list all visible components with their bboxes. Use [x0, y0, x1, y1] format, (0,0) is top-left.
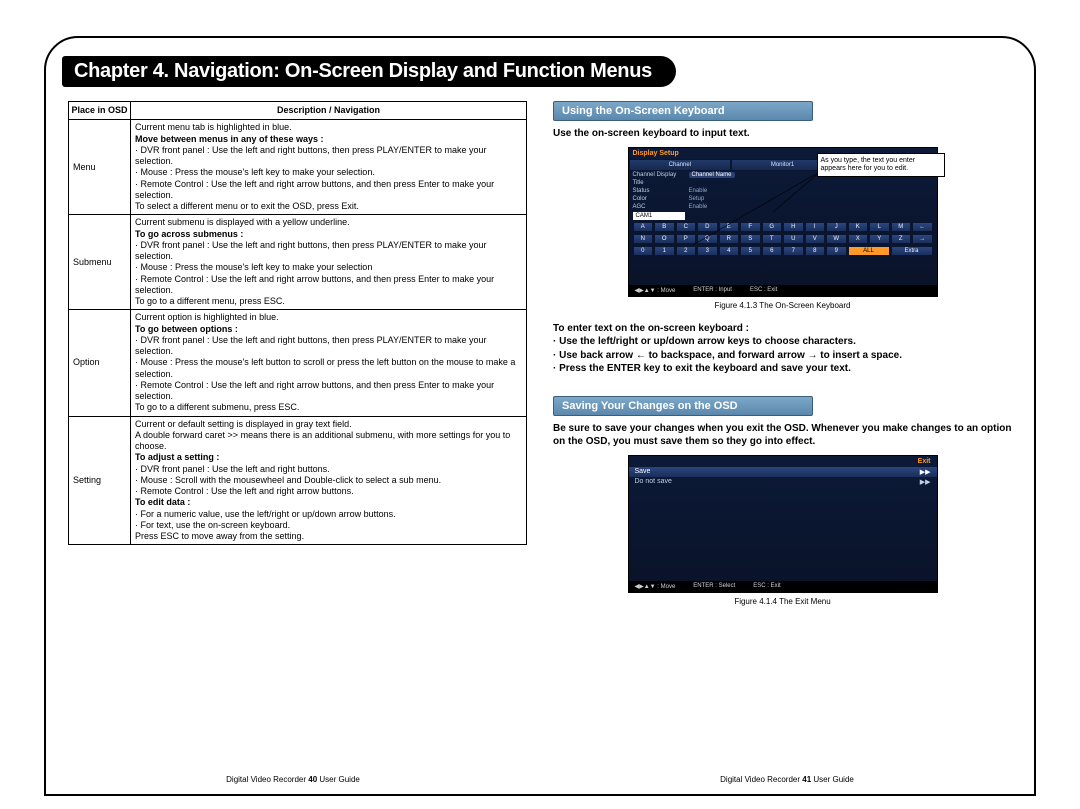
kbd-step: · Press the ENTER key to exit the keyboa…: [553, 362, 1012, 376]
table-cell-description: Current option is highlighted in blue.To…: [131, 310, 527, 416]
callout-tooltip: As you type, the text you enter appears …: [817, 153, 945, 177]
right-column: Using the On-Screen Keyboard Use the on-…: [553, 101, 1012, 741]
figure-caption-keyboard: Figure 4.1.3 The On-Screen Keyboard: [553, 301, 1012, 310]
osd-key: →: [912, 234, 933, 244]
left-column: Place in OSD Description / Navigation Me…: [68, 101, 527, 741]
osd-key: R: [719, 234, 740, 244]
osd-key: O: [654, 234, 675, 244]
osd-hint: ESC : Exit: [753, 583, 780, 590]
osd-key: B: [654, 222, 675, 232]
osd-key: Z: [891, 234, 912, 244]
document-frame: Chapter 4. Navigation: On-Screen Display…: [44, 36, 1036, 796]
osd-key: L: [869, 222, 890, 232]
osd-key: P: [676, 234, 697, 244]
osd-key: W: [826, 234, 847, 244]
osd-key: Extra: [891, 246, 933, 256]
osd-hint: ENTER : Select: [693, 583, 735, 590]
page: Chapter 4. Navigation: On-Screen Display…: [0, 0, 1080, 809]
osd-key: 5: [740, 246, 761, 256]
section-heading-keyboard: Using the On-Screen Keyboard: [553, 101, 813, 121]
exit-menu-row: Do not save▶▶: [629, 477, 937, 487]
osd-key: E: [719, 222, 740, 232]
exit-title: Exit: [629, 456, 937, 467]
osd-hint: ESC : Exit: [750, 287, 777, 294]
table-cell-description: Current submenu is displayed with a yell…: [131, 215, 527, 310]
exit-menu-row: Save▶▶: [629, 467, 937, 477]
osd-key: 8: [805, 246, 826, 256]
osd-key: 7: [783, 246, 804, 256]
osd-text-entry: CAM1: [633, 212, 685, 220]
osd-key: 3: [697, 246, 718, 256]
osd-key: K: [848, 222, 869, 232]
kbd-step: · Use back arrow ← to backspace, and for…: [553, 349, 1012, 363]
table-cell-description: Current menu tab is highlighted in blue.…: [131, 120, 527, 215]
osd-key: T: [762, 234, 783, 244]
save-body: Be sure to save your changes when you ex…: [553, 422, 1012, 449]
osd-key: G: [762, 222, 783, 232]
table-header-desc: Description / Navigation: [131, 102, 527, 120]
table-cell-description: Current or default setting is displayed …: [131, 416, 527, 545]
osd-key: X: [848, 234, 869, 244]
osd-key: 4: [719, 246, 740, 256]
kbd-steps-lead: To enter text on the on-screen keyboard …: [553, 322, 1012, 336]
section-heading-saving: Saving Your Changes on the OSD: [553, 396, 813, 416]
osd-key: I: [805, 222, 826, 232]
osd-key: F: [740, 222, 761, 232]
osd-key: ALL: [848, 246, 890, 256]
chapter-title: Chapter 4. Navigation: On-Screen Display…: [62, 56, 676, 87]
footer-right: Digital Video Recorder 41 User Guide: [720, 775, 854, 784]
footer-left: Digital Video Recorder 40 User Guide: [226, 775, 360, 784]
table-cell-place: Submenu: [69, 215, 131, 310]
osd-key: Q: [697, 234, 718, 244]
osd-key: 2: [676, 246, 697, 256]
osd-key: 6: [762, 246, 783, 256]
osd-key: 9: [826, 246, 847, 256]
osd-key: S: [740, 234, 761, 244]
osd-key: M: [891, 222, 912, 232]
table-header-place: Place in OSD: [69, 102, 131, 120]
kbd-step: · Use the left/right or up/down arrow ke…: [553, 335, 1012, 349]
page-footers: Digital Video Recorder 40 User Guide Dig…: [46, 775, 1034, 784]
osd-key: C: [676, 222, 697, 232]
osd-hint: ◀▶▲▼ : Move: [635, 583, 676, 590]
osd-hint: ◀▶▲▼ : Move: [635, 287, 676, 294]
osd-key: 1: [654, 246, 675, 256]
osd-key: ←: [912, 222, 933, 232]
table-cell-place: Setting: [69, 416, 131, 545]
osd-key: Y: [869, 234, 890, 244]
osd-key: A: [633, 222, 654, 232]
table-cell-place: Menu: [69, 120, 131, 215]
two-column-layout: Place in OSD Description / Navigation Me…: [68, 101, 1012, 741]
osd-key: N: [633, 234, 654, 244]
osd-key: U: [783, 234, 804, 244]
osd-hint: ENTER : Input: [693, 287, 732, 294]
osd-key: V: [805, 234, 826, 244]
figure-caption-exit: Figure 4.1.4 The Exit Menu: [553, 597, 1012, 606]
osd-key: H: [783, 222, 804, 232]
kbd-intro: Use the on-screen keyboard to input text…: [553, 127, 1012, 141]
osd-key: D: [697, 222, 718, 232]
osd-key: 0: [633, 246, 654, 256]
table-cell-place: Option: [69, 310, 131, 416]
osd-tab: Channel: [629, 159, 732, 171]
kbd-steps: To enter text on the on-screen keyboard …: [553, 322, 1012, 376]
osd-navigation-table: Place in OSD Description / Navigation Me…: [68, 101, 527, 545]
figure-exit-menu: Exit Save▶▶Do not save▶▶ ◀▶▲▼ : Move ENTE…: [628, 455, 938, 593]
osd-key: J: [826, 222, 847, 232]
